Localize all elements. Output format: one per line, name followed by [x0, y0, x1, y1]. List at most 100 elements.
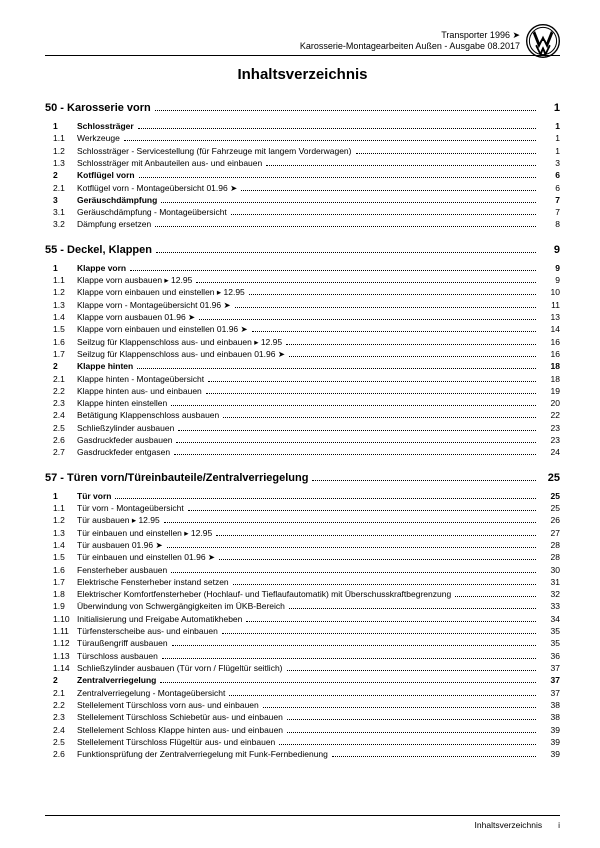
toc-page: 16 — [540, 348, 560, 360]
toc-page: 19 — [540, 385, 560, 397]
header-line1: Transporter 1996 ➤ — [300, 30, 520, 41]
toc-label: Schlossträger mit Anbauteilen aus- und e… — [77, 157, 262, 169]
toc-number: 1.6 — [45, 564, 77, 576]
toc-page: 23 — [540, 422, 560, 434]
toc-row: 1.11Türfensterscheibe aus- und einbauen3… — [45, 625, 560, 637]
toc-row: 1.10Initialisierung und Freigabe Automat… — [45, 613, 560, 625]
toc-page: 39 — [540, 736, 560, 748]
toc-row: 3Geräuschdämpfung7 — [45, 194, 560, 206]
toc-number: 1.7 — [45, 576, 77, 588]
footer-label: Inhaltsverzeichnis — [475, 820, 543, 830]
toc-label: Klappe vorn einbauen und einstellen ▸ 12… — [77, 286, 245, 298]
toc-number: 2 — [45, 674, 77, 686]
toc-page: 31 — [540, 576, 560, 588]
toc-row: 1.3Tür einbauen und einstellen ▸ 12.9527 — [45, 527, 560, 539]
toc-dots — [231, 214, 536, 215]
toc-dots — [287, 732, 536, 733]
toc-dots — [263, 707, 536, 708]
toc-label: Seilzug für Klappenschloss aus- und einb… — [77, 348, 285, 360]
toc-page: 24 — [540, 446, 560, 458]
toc-row: 1Schlossträger1 — [45, 120, 560, 132]
toc-dots — [356, 153, 537, 154]
toc-page: 28 — [540, 539, 560, 551]
toc-number: 2.1 — [45, 373, 77, 385]
page-title: Inhaltsverzeichnis — [45, 66, 560, 83]
toc-dots — [160, 682, 536, 683]
toc-dots — [167, 547, 536, 548]
toc-label: Klappe hinten einstellen — [77, 397, 167, 409]
toc-label: Klappe vorn — [77, 262, 126, 274]
toc-row: 1.6Fensterheber ausbauen30 — [45, 564, 560, 576]
toc-label: Stellelement Türschloss Flügeltür aus- u… — [77, 736, 275, 748]
toc-page: 1 — [540, 132, 560, 144]
toc-dots — [139, 177, 536, 178]
toc-page: 16 — [540, 336, 560, 348]
toc-number: 1.3 — [45, 299, 77, 311]
toc-number: 1.9 — [45, 600, 77, 612]
toc-dots — [241, 190, 536, 191]
toc-row: 1.2Tür ausbauen ▸ 12.9526 — [45, 514, 560, 526]
toc-page: 6 — [540, 182, 560, 194]
toc-row: 1.1Werkzeuge1 — [45, 132, 560, 144]
toc-number: 1.5 — [45, 323, 77, 335]
header-rule — [45, 55, 560, 56]
toc-label: Stellelement Türschloss vorn aus- und ei… — [77, 699, 259, 711]
toc-number: 1.10 — [45, 613, 77, 625]
toc-section-heading: 57 - Türen vorn/Türeinbauteile/Zentralve… — [45, 471, 560, 487]
toc-label: Fensterheber ausbauen — [77, 564, 167, 576]
toc-row: 2.4Stellelement Schloss Klappe hinten au… — [45, 724, 560, 736]
toc-dots — [286, 344, 536, 345]
footer: Inhaltsverzeichnis i — [45, 815, 560, 830]
toc-page: 37 — [540, 662, 560, 674]
toc-row: 2.3Klappe hinten einstellen20 — [45, 397, 560, 409]
toc-label: Zentralverriegelung — [77, 674, 156, 686]
toc-number: 1 — [45, 490, 77, 502]
toc-dots — [206, 393, 536, 394]
toc-number: 1.5 — [45, 551, 77, 563]
toc-number: 1.6 — [45, 336, 77, 348]
toc-number: 2 — [45, 169, 77, 181]
toc-label: Schlossträger - Servicestellung (für Fah… — [77, 145, 352, 157]
toc-row: 1.4Klappe vorn ausbauen 01.96 ➤13 — [45, 311, 560, 323]
toc-page: 37 — [540, 674, 560, 686]
toc-page: 8 — [540, 218, 560, 230]
toc-section-heading: 50 - Karosserie vorn1 — [45, 101, 560, 117]
toc-dots — [199, 319, 536, 320]
toc-row: 1Tür vorn25 — [45, 490, 560, 502]
toc-page: 27 — [540, 527, 560, 539]
toc-label: Klappe hinten - Montageübersicht — [77, 373, 204, 385]
toc-page: 36 — [540, 650, 560, 662]
toc-dots — [252, 331, 536, 332]
toc-row: 2.1Zentralverriegelung - Montageübersich… — [45, 687, 560, 699]
toc-row: 3.1Geräuschdämpfung - Montageübersicht7 — [45, 206, 560, 218]
toc-dots — [124, 140, 536, 141]
toc-number: 3.2 — [45, 218, 77, 230]
toc-label: Klappe hinten — [77, 360, 133, 372]
toc-number: 1.1 — [45, 132, 77, 144]
toc-number: 2.4 — [45, 409, 77, 421]
toc-number: 2.5 — [45, 422, 77, 434]
toc-dots — [171, 405, 536, 406]
toc-dots — [174, 454, 536, 455]
toc-number: 2.3 — [45, 711, 77, 723]
toc-label: Seilzug für Klappenschloss aus- und einb… — [77, 336, 282, 348]
toc-number: 1.14 — [45, 662, 77, 674]
toc-row: 2.1Klappe hinten - Montageübersicht18 — [45, 373, 560, 385]
toc-page: 9 — [540, 274, 560, 286]
toc-dots — [156, 252, 536, 253]
toc-row: 1.8Elektrischer Komfortfensterheber (Hoc… — [45, 588, 560, 600]
toc-row: 2Zentralverriegelung 37 — [45, 674, 560, 686]
toc-dots — [176, 442, 536, 443]
toc-number: 1.2 — [45, 145, 77, 157]
toc-page: 39 — [540, 748, 560, 760]
toc-section-label: 55 - Deckel, Klappen — [45, 243, 152, 259]
toc-label: Schließzylinder ausbauen (Tür vorn / Flü… — [77, 662, 283, 674]
toc-dots — [287, 719, 536, 720]
toc-dots — [155, 110, 536, 111]
toc-page: 25 — [540, 471, 560, 487]
toc-label: Initialisierung und Freigabe Automatikhe… — [77, 613, 242, 625]
toc-number: 2.5 — [45, 736, 77, 748]
toc-dots — [279, 744, 536, 745]
toc-label: Klappe vorn - Montageübersicht 01.96 ➤ — [77, 299, 231, 311]
toc-number: 2 — [45, 360, 77, 372]
